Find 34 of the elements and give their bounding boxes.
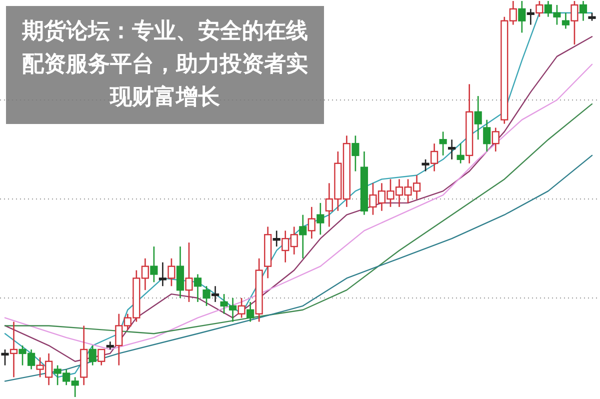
candlestick: [430, 142, 438, 172]
candlestick: [168, 258, 176, 287]
candlestick: [88, 344, 96, 366]
candlestick: [448, 138, 456, 160]
candlestick: [474, 95, 482, 140]
candlestick: [308, 206, 316, 240]
candlestick: [272, 230, 280, 248]
candlestick: [10, 321, 18, 378]
candlestick: [238, 297, 246, 318]
candlestick: [194, 274, 202, 303]
candlestick: [483, 119, 491, 152]
candlestick: [185, 242, 193, 303]
candlestick: [579, 0, 588, 22]
candlestick: [352, 134, 360, 172]
candlestick: [456, 142, 464, 164]
text: 期货论坛：专业、安全的在线配资服务平台，助力投资者实现财富增长: [21, 18, 309, 112]
candlestick: [211, 285, 220, 303]
candlestick: [492, 127, 500, 152]
candlestick: [176, 246, 184, 299]
candlestick: [518, 0, 526, 34]
candlestick: [202, 285, 210, 307]
candlestick: [439, 131, 447, 156]
candlestick: [316, 202, 324, 236]
candlestick: [299, 214, 307, 260]
candlestick: [562, 12, 570, 30]
candlestick: [422, 158, 430, 172]
candlestick: [526, 8, 534, 26]
candlestick: [246, 301, 254, 322]
candlestick: [98, 348, 106, 366]
candlestick: [158, 262, 166, 287]
candlestick: [150, 246, 158, 283]
candlestick: [536, 0, 544, 18]
candlestick: [1, 348, 9, 366]
candlestick: [570, 0, 578, 46]
